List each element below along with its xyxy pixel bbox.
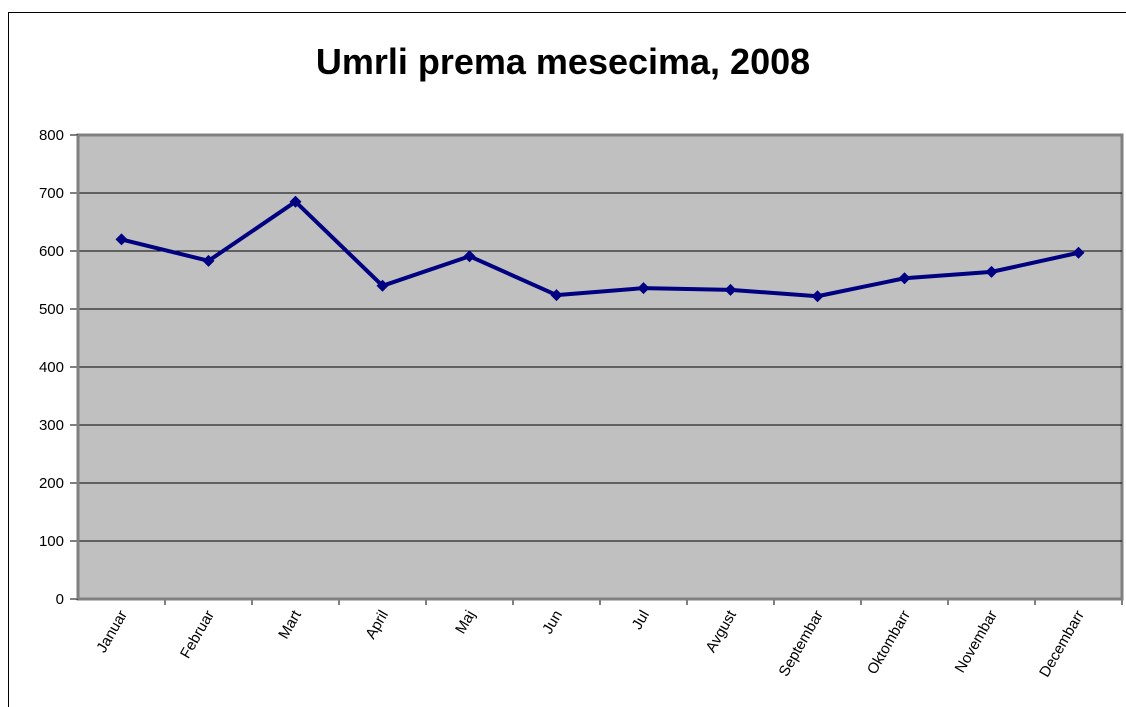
line xyxy=(121,199,1079,299)
marker xyxy=(637,282,650,295)
marker xyxy=(115,233,128,246)
marker xyxy=(898,272,911,285)
y-tick-label: 700 xyxy=(39,185,64,202)
marker xyxy=(1072,246,1085,259)
y-tick-label: 100 xyxy=(39,533,64,550)
marker xyxy=(985,265,998,278)
y-tick-label: 600 xyxy=(39,243,64,260)
y-tick-label: 500 xyxy=(39,301,64,318)
y-tick-label: 200 xyxy=(39,475,64,492)
y-tick-label: 300 xyxy=(39,417,64,434)
marker xyxy=(376,279,389,292)
y-tick-label: 800 xyxy=(39,127,64,144)
chart-title: Umrli prema mesecima, 2008 xyxy=(316,41,810,82)
marker xyxy=(289,195,302,208)
marker xyxy=(202,254,215,267)
marker xyxy=(724,283,737,296)
marker xyxy=(550,289,563,302)
marker xyxy=(811,290,824,303)
y-tick-label: 400 xyxy=(39,359,64,376)
y-tick-label: 0 xyxy=(56,591,64,608)
marker xyxy=(463,250,476,263)
